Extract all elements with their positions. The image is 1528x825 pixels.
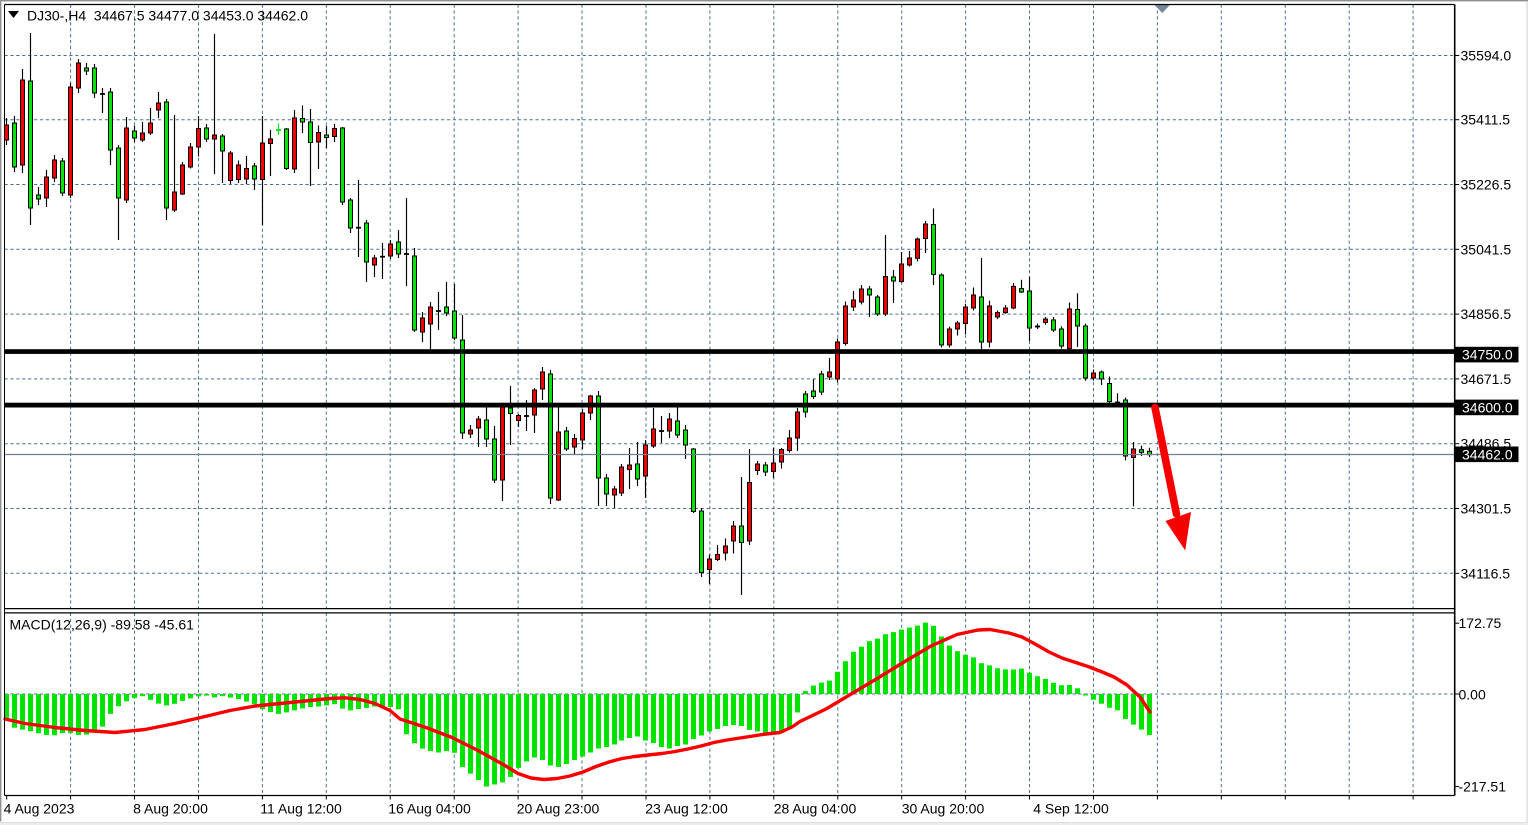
svg-text:34856.5: 34856.5 (1461, 306, 1512, 322)
svg-text:23 Aug 12:00: 23 Aug 12:00 (645, 801, 728, 817)
svg-text:0.00: 0.00 (1459, 687, 1486, 703)
svg-text:DJ30-,H4 34467.5 34477.0 3445: DJ30-,H4 34467.5 34477.0 34453.0 34462.0 (27, 8, 308, 24)
svg-text:34301.5: 34301.5 (1461, 501, 1512, 517)
svg-text:16 Aug 04:00: 16 Aug 04:00 (388, 801, 471, 817)
svg-text:34671.5: 34671.5 (1461, 371, 1512, 387)
svg-text:34750.0: 34750.0 (1462, 347, 1513, 363)
svg-text:20 Aug 23:00: 20 Aug 23:00 (517, 801, 600, 817)
svg-text:28 Aug 04:00: 28 Aug 04:00 (774, 801, 857, 817)
svg-text:34116.5: 34116.5 (1461, 565, 1511, 581)
svg-text:4 Aug 2023: 4 Aug 2023 (4, 801, 75, 817)
svg-text:35411.5: 35411.5 (1461, 112, 1511, 128)
svg-text:35594.0: 35594.0 (1461, 48, 1512, 64)
svg-text:34462.0: 34462.0 (1462, 446, 1513, 462)
svg-text:-217.51: -217.51 (1459, 779, 1507, 795)
svg-text:4 Sep 12:00: 4 Sep 12:00 (1033, 801, 1109, 817)
svg-text:11 Aug 12:00: 11 Aug 12:00 (260, 801, 342, 817)
svg-text:MACD(12,26,9) -89.58 -45.61: MACD(12,26,9) -89.58 -45.61 (10, 617, 195, 633)
svg-text:30 Aug 20:00: 30 Aug 20:00 (902, 801, 985, 817)
svg-text:172.75: 172.75 (1459, 615, 1502, 631)
svg-text:8 Aug 20:00: 8 Aug 20:00 (133, 801, 208, 817)
svg-text:34600.0: 34600.0 (1462, 399, 1513, 415)
svg-text:35041.5: 35041.5 (1461, 241, 1512, 257)
svg-text:35226.5: 35226.5 (1461, 177, 1512, 193)
